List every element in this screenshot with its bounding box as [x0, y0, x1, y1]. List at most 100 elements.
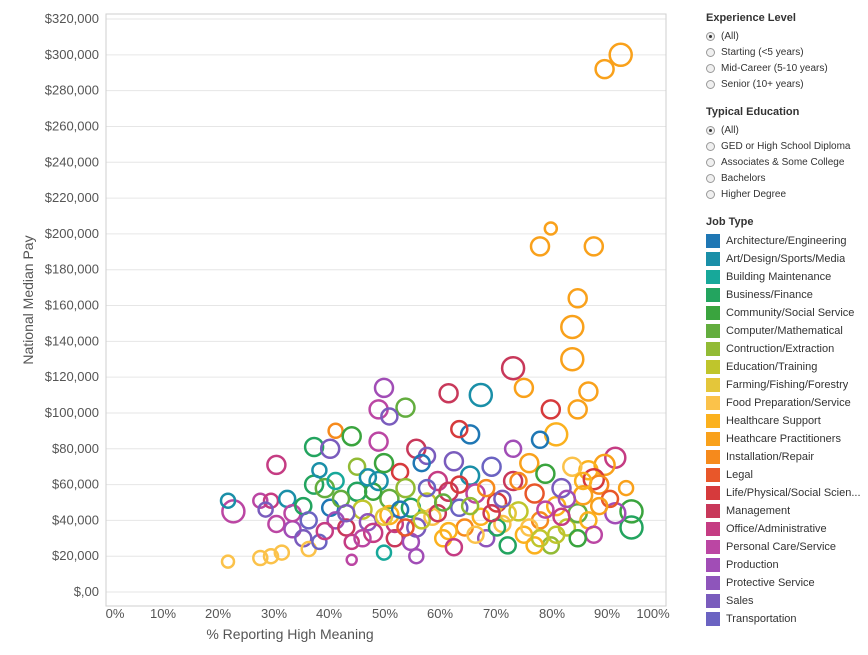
data-bubble[interactable] — [257, 501, 274, 518]
data-bubble[interactable] — [567, 399, 588, 420]
data-bubble[interactable] — [299, 511, 318, 530]
data-bubble[interactable] — [362, 522, 384, 544]
job-type-item[interactable]: Food Preparation/Service — [706, 394, 866, 412]
data-bubble[interactable] — [560, 346, 585, 372]
data-bubble[interactable] — [608, 42, 633, 68]
data-bubble[interactable] — [390, 500, 410, 519]
radio-button[interactable] — [706, 189, 715, 199]
data-bubble[interactable] — [498, 536, 517, 555]
data-bubble[interactable] — [311, 461, 328, 479]
data-bubble[interactable] — [551, 477, 572, 499]
data-bubble[interactable] — [584, 525, 604, 544]
data-bubble[interactable] — [476, 529, 496, 548]
data-bubble[interactable] — [508, 501, 529, 522]
data-bubble[interactable] — [219, 492, 237, 509]
data-bubble[interactable] — [520, 518, 539, 537]
data-bubble[interactable] — [395, 477, 416, 499]
data-bubble[interactable] — [221, 499, 246, 524]
data-bubble[interactable] — [459, 465, 481, 486]
data-bubble[interactable] — [262, 492, 280, 509]
data-bubble[interactable] — [509, 471, 528, 491]
job-type-item[interactable]: Computer/Mathematical — [706, 322, 866, 340]
job-type-item[interactable]: Office/Administrative — [706, 520, 866, 538]
job-type-item[interactable]: Farming/Fishing/Forestry — [706, 376, 866, 394]
job-type-item[interactable]: Architecture/Engineering — [706, 232, 866, 250]
data-bubble[interactable] — [560, 314, 585, 340]
data-bubble[interactable] — [380, 407, 399, 426]
education-option[interactable]: (All) — [706, 122, 866, 138]
data-bubble[interactable] — [252, 549, 269, 567]
data-bubble[interactable] — [573, 471, 593, 491]
data-bubble[interactable] — [395, 397, 416, 418]
data-bubble[interactable] — [567, 288, 588, 309]
education-option[interactable]: Higher Degree — [706, 186, 866, 202]
data-bubble[interactable] — [535, 463, 556, 485]
data-bubble[interactable] — [412, 511, 431, 530]
job-type-item[interactable]: Education/Training — [706, 358, 866, 376]
data-bubble[interactable] — [540, 399, 562, 420]
job-type-item[interactable]: Production — [706, 556, 866, 574]
data-bubble[interactable] — [373, 452, 395, 474]
data-bubble[interactable] — [374, 507, 394, 527]
data-bubble[interactable] — [468, 382, 494, 408]
job-type-item[interactable]: Installation/Repair — [706, 448, 866, 466]
data-bubble[interactable] — [476, 478, 496, 498]
radio-button[interactable] — [706, 173, 715, 183]
data-bubble[interactable] — [482, 503, 501, 523]
data-bubble[interactable] — [503, 439, 523, 459]
job-type-item[interactable]: Art/Design/Sports/Media — [706, 250, 866, 268]
job-type-item[interactable]: Community/Social Service — [706, 304, 866, 322]
data-bubble[interactable] — [443, 451, 465, 472]
data-bubble[interactable] — [358, 512, 378, 532]
data-bubble[interactable] — [589, 496, 609, 516]
data-bubble[interactable] — [337, 503, 356, 523]
experience-option[interactable]: Starting (<5 years) — [706, 44, 866, 60]
data-bubble[interactable] — [594, 58, 615, 80]
data-bubble[interactable] — [343, 533, 360, 551]
radio-button[interactable] — [706, 141, 715, 151]
job-type-item[interactable]: Business/Finance — [706, 286, 866, 304]
data-bubble[interactable] — [353, 529, 372, 548]
data-bubble[interactable] — [536, 500, 555, 519]
data-bubble[interactable] — [220, 554, 236, 569]
data-bubble[interactable] — [266, 454, 287, 476]
job-type-item[interactable]: Protective Service — [706, 574, 866, 592]
data-bubble[interactable] — [481, 456, 502, 477]
job-type-item[interactable]: Personal Care/Service — [706, 538, 866, 556]
job-type-item[interactable]: Transportation — [706, 610, 866, 628]
data-bubble[interactable] — [319, 438, 341, 460]
data-bubble[interactable] — [337, 518, 356, 537]
data-bubble[interactable] — [619, 499, 644, 524]
data-bubble[interactable] — [345, 553, 358, 567]
job-type-item[interactable]: Healthcare Support — [706, 412, 866, 430]
data-bubble[interactable] — [262, 547, 280, 565]
job-type-item[interactable]: Sales — [706, 592, 866, 610]
data-bubble[interactable] — [493, 489, 512, 509]
experience-option[interactable]: (All) — [706, 28, 866, 44]
data-bubble[interactable] — [460, 496, 480, 516]
data-bubble[interactable] — [513, 377, 535, 399]
job-type-item[interactable]: Management — [706, 502, 866, 520]
data-bubble[interactable] — [530, 430, 550, 450]
data-bubble[interactable] — [326, 471, 345, 491]
data-bubble[interactable] — [450, 498, 469, 518]
experience-option[interactable]: Mid-Career (5-10 years) — [706, 60, 866, 76]
radio-button[interactable] — [706, 125, 715, 135]
experience-option[interactable]: Senior (10+ years) — [706, 76, 866, 92]
data-bubble[interactable] — [500, 355, 526, 381]
data-bubble[interactable] — [438, 382, 459, 404]
data-bubble[interactable] — [412, 453, 431, 473]
radio-button[interactable] — [706, 157, 715, 167]
job-type-item[interactable]: Contruction/Extraction — [706, 340, 866, 358]
data-bubble[interactable] — [465, 483, 486, 504]
job-type-item[interactable]: Heathcare Practitioners — [706, 430, 866, 448]
data-bubble[interactable] — [375, 544, 393, 561]
data-bubble[interactable] — [303, 436, 325, 458]
data-bubble[interactable] — [466, 525, 485, 544]
radio-button[interactable] — [706, 63, 715, 73]
data-bubble[interactable] — [562, 456, 583, 477]
radio-button[interactable] — [706, 47, 715, 57]
data-bubble[interactable] — [315, 521, 335, 541]
data-bubble[interactable] — [519, 452, 540, 474]
data-bubble[interactable] — [379, 488, 400, 510]
